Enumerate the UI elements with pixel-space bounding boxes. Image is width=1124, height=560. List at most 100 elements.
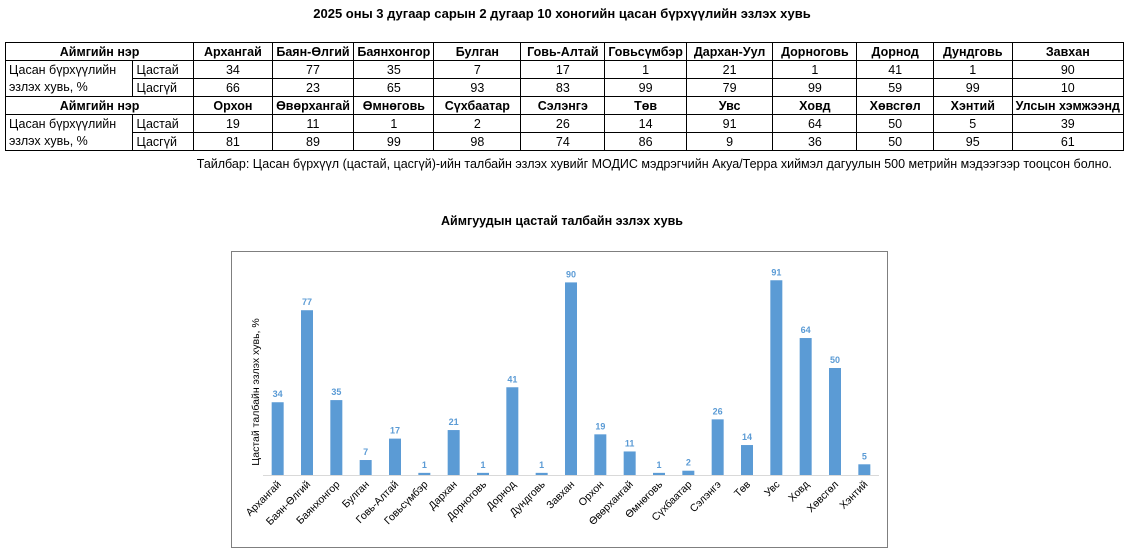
table-header-row: Аймгийн нэр Орхон Өвөрхангай Өмнөговь Сүхбаа… xyxy=(6,97,1124,115)
bar xyxy=(301,310,313,475)
snowy-value: 90 xyxy=(1012,61,1123,79)
x-tick-label: Төв xyxy=(732,478,753,499)
snowy-value: 14 xyxy=(605,115,687,133)
province-name: Хэнтий xyxy=(933,97,1012,115)
data-label: 11 xyxy=(625,438,635,448)
bar xyxy=(389,439,401,475)
data-label: 17 xyxy=(390,426,400,436)
bar xyxy=(800,338,812,475)
province-name: Булган xyxy=(434,43,521,61)
row-label-line2: эзлэх хувь, % xyxy=(6,79,133,97)
province-name: Архангай xyxy=(194,43,272,61)
snowless-value: 66 xyxy=(194,79,272,97)
snowy-value: 26 xyxy=(521,115,605,133)
snowy-row: Цасан бүрхүүлийн Цастай 19 11 1 2 26 14 91 64 50 5 3… xyxy=(6,115,1124,133)
province-name: Орхон xyxy=(194,97,272,115)
snowless-label: Цасгүй xyxy=(133,79,194,97)
data-label: 90 xyxy=(566,269,576,279)
snowless-value: 93 xyxy=(434,79,521,97)
snowless-value: 98 xyxy=(434,133,521,151)
province-name: Дорнод xyxy=(857,43,933,61)
snowy-value: 1 xyxy=(354,115,434,133)
bar xyxy=(858,464,870,475)
province-name: Дархан-Уул xyxy=(686,43,772,61)
snowy-value: 1 xyxy=(605,61,687,79)
row-label-line1: Цасан бүрхүүлийн xyxy=(6,115,133,133)
snowy-value: 91 xyxy=(686,115,772,133)
snowy-value: 35 xyxy=(354,61,434,79)
province-name: Говь-Алтай xyxy=(521,43,605,61)
table-note: Тайлбар: Цасан бүрхүүл (цастай, цасгүй)-… xyxy=(197,157,1112,171)
snowy-value: 5 xyxy=(933,115,1012,133)
snowless-value: 89 xyxy=(272,133,354,151)
province-name: Өвөрхангай xyxy=(272,97,354,115)
province-name: Ховд xyxy=(773,97,857,115)
snowless-row: эзлэх хувь, % Цасгүй 81 89 99 98 74 86 9 36 50 95 61 xyxy=(6,133,1124,151)
bar xyxy=(770,280,782,475)
y-axis-title: Цастай талбайн эзлэх хувь, % xyxy=(250,318,262,465)
bar xyxy=(506,387,518,475)
x-tick-label: Сэлэнгэ xyxy=(688,479,724,515)
x-tick-label: Хэнтий xyxy=(837,479,870,512)
snowless-value: 95 xyxy=(933,133,1012,151)
x-tick-label: Увс xyxy=(762,479,782,499)
snowless-value: 99 xyxy=(605,79,687,97)
snowless-value: 10 xyxy=(1012,79,1123,97)
snowless-label: Цасгүй xyxy=(133,133,194,151)
province-name: Дундговь xyxy=(933,43,1012,61)
snowless-value: 61 xyxy=(1012,133,1123,151)
snowy-value: 1 xyxy=(773,61,857,79)
data-label: 1 xyxy=(422,460,427,470)
snowless-row: эзлэх хувь, % Цасгүй 66 23 65 93 83 99 79 99 59 99 1… xyxy=(6,79,1124,97)
data-label: 7 xyxy=(363,447,368,457)
bar xyxy=(418,473,430,475)
bar xyxy=(565,282,577,475)
snowless-value: 74 xyxy=(521,133,605,151)
snowy-label: Цастай xyxy=(133,61,194,79)
snowy-value: 1 xyxy=(933,61,1012,79)
chart-title: Аймгуудын цастай талбайн эзлэх хувь xyxy=(0,214,1124,228)
province-name: Увс xyxy=(686,97,772,115)
bar xyxy=(330,400,342,475)
data-label: 77 xyxy=(302,297,312,307)
snowy-value: 34 xyxy=(194,61,272,79)
snowless-value: 59 xyxy=(857,79,933,97)
bar xyxy=(594,434,606,475)
x-tick-label: Завхан xyxy=(544,478,577,511)
bar xyxy=(682,471,694,475)
snowless-value: 99 xyxy=(354,133,434,151)
data-label: 5 xyxy=(862,451,867,461)
header-label: Аймгийн нэр xyxy=(6,97,194,115)
snowy-value: 21 xyxy=(686,61,772,79)
snowless-value: 83 xyxy=(521,79,605,97)
data-label: 50 xyxy=(830,355,840,365)
bar xyxy=(712,419,724,475)
data-label: 1 xyxy=(480,460,485,470)
data-label: 21 xyxy=(449,417,459,427)
page-title: 2025 оны 3 дугаар сарын 2 дугаар 10 хоно… xyxy=(0,6,1124,21)
bar xyxy=(360,460,372,475)
data-label: 41 xyxy=(507,374,517,384)
data-label: 91 xyxy=(771,267,781,277)
snowless-value: 9 xyxy=(686,133,772,151)
table-header-row: Аймгийн нэр Архангай Баян-Өлгий Баянхонгор Б… xyxy=(6,43,1124,61)
data-label: 1 xyxy=(539,460,544,470)
province-name: Өмнөговь xyxy=(354,97,434,115)
x-tick-label: Хөвсгөл xyxy=(805,479,841,515)
snowy-value: 39 xyxy=(1012,115,1123,133)
snowless-value: 36 xyxy=(773,133,857,151)
snowy-value: 2 xyxy=(434,115,521,133)
bar xyxy=(741,445,753,475)
snowy-value: 17 xyxy=(521,61,605,79)
province-name: Дорноговь xyxy=(773,43,857,61)
province-name: Завхан xyxy=(1012,43,1123,61)
snowy-row: Цасан бүрхүүлийн Цастай 34 77 35 7 17 1 21 1 41 1 90 xyxy=(6,61,1124,79)
snowy-label: Цастай xyxy=(133,115,194,133)
snowless-value: 79 xyxy=(686,79,772,97)
province-name: Сүхбаатар xyxy=(434,97,521,115)
snowy-value: 11 xyxy=(272,115,354,133)
snowy-value: 50 xyxy=(857,115,933,133)
snow-cover-table: Аймгийн нэр Архангай Баян-Өлгий Баянхонгор Б… xyxy=(5,42,1124,151)
x-tick-label: Ховд xyxy=(786,479,812,505)
header-label: Аймгийн нэр xyxy=(6,43,194,61)
